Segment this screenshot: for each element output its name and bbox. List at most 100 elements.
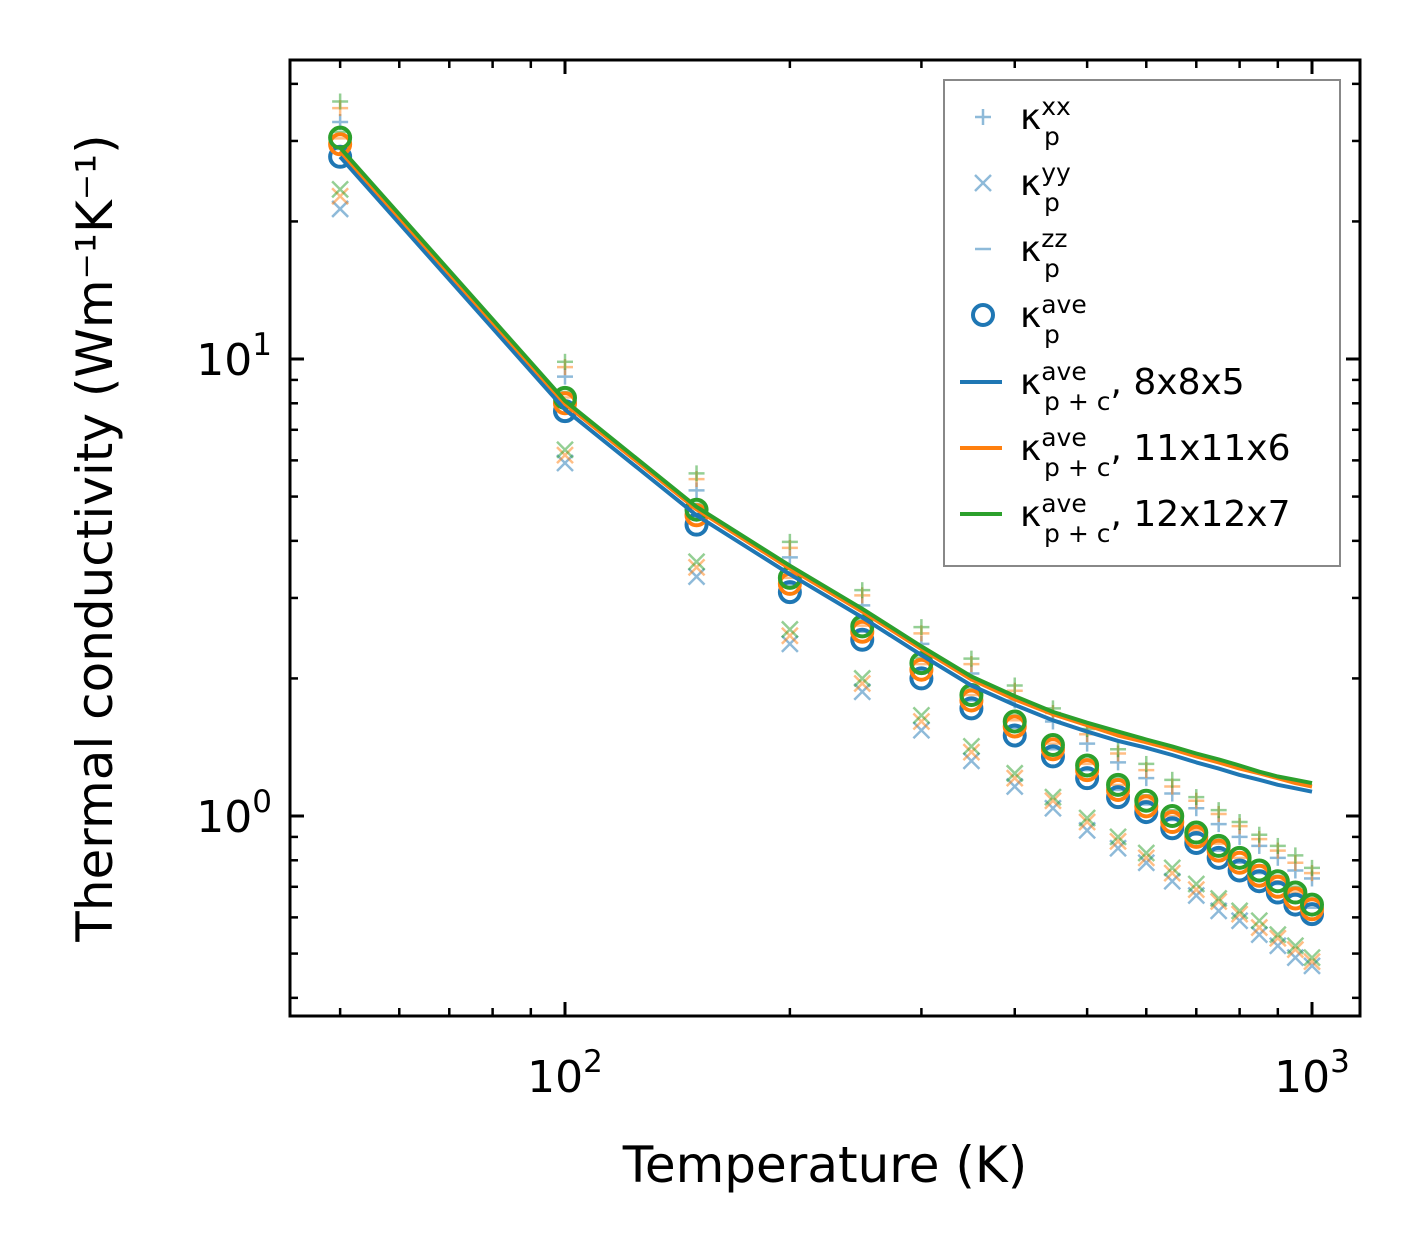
kappa-yy-point-8x8x5-b [853, 682, 872, 701]
kappa-yy-point-12x12x7-b [556, 440, 574, 459]
kappa-yy-point-12x12x7-b [1109, 828, 1127, 846]
kappa-yy-point-11x11x6-b [1163, 864, 1182, 882]
kappa-yy-point-11x11x6-b [1109, 832, 1127, 851]
kappa-yy-point-11x11x6-b [1250, 918, 1269, 937]
kappa-yy-point-11x11x6 [1303, 952, 1321, 971]
kappa-yy-point-11x11x6-b [1230, 905, 1249, 923]
kappa-yy-point-11x11x6-b [1268, 929, 1287, 948]
kappa-ave-point-12x12x7 [1227, 845, 1252, 870]
kappa-xx-point-12x12x7 [557, 353, 573, 370]
kappa-ave-point-12x12x7 [1247, 858, 1272, 883]
kappa-yy-point-11x11x6 [1005, 769, 1024, 788]
kappa-yy-point-12x12x7-b [1209, 889, 1228, 908]
kappa-yy-point-11x11x6 [1044, 791, 1062, 810]
kappa-yy-point-12x12x7-b [1044, 788, 1062, 806]
kappa-yy-point-12x12x7-b [853, 669, 872, 688]
kappa-yy-point-12x12x7-b [1268, 925, 1287, 944]
kappa-yy-point-11x11x6-b [1209, 892, 1228, 911]
kappa-yy-point-11x11x6 [912, 712, 931, 731]
kappa-yy-point-8x8x5 [1303, 956, 1321, 975]
legend-item-5: κave p + c, 11x11x6 [960, 423, 1291, 482]
kappa-xx-point-12x12x7 [1231, 814, 1248, 831]
kappa-pc-line-8x8x5 [338, 155, 1313, 794]
kappa-yy-point-12x12x7 [1230, 901, 1249, 920]
kappa-yy-point-12x12x7 [1209, 889, 1228, 908]
kappa-xx-point-12x12x7 [1164, 771, 1181, 788]
kappa-ave-point-8x8x5 [1106, 785, 1131, 810]
legend-item-4: κave p + c, 8x8x5 [960, 357, 1245, 416]
kappa-ave-point-8x8x5 [959, 696, 984, 721]
series-ave-8x8x5 [328, 144, 1324, 927]
kappa-yy-point-12x12x7 [331, 180, 350, 199]
kappa-yy-point-12x12x7 [1303, 948, 1321, 967]
kappa-ave-point-8x8x5 [1075, 766, 1100, 791]
kappa-xx-point-12x12x7 [781, 533, 798, 550]
kappa-xx-point-12x12x7 [1304, 859, 1320, 876]
kappa-yy-point-8x8x5 [1250, 925, 1269, 944]
kappa-yy-point-12x12x7-b [687, 552, 706, 571]
kappa-yy-point-12x12x7 [556, 440, 574, 459]
kappa-ave-point-12x12x7 [1134, 788, 1159, 813]
legend-label: κave p + c, 8x8x5 [1020, 357, 1245, 416]
kappa-yy-point-8x8x5-b [1163, 872, 1182, 891]
kappa-yy-point-11x11x6 [556, 446, 574, 465]
kappa-ave-point-8x8x5 [909, 666, 934, 691]
kappa-yy-point-8x8x5-b [912, 721, 931, 740]
kappa-yy-point-11x11x6-b [331, 187, 350, 206]
kappa-xx-point-12x12x7 [1269, 837, 1286, 854]
kappa-yy-point-12x12x7 [1163, 858, 1182, 877]
legend-x-icon-b [974, 174, 992, 192]
kappa-yy-point-11x11x6-b [962, 743, 981, 761]
kappa-yy-point-8x8x5 [1163, 872, 1182, 891]
kappa-yy-point-12x12x7-b [331, 180, 350, 199]
kappa-xx-point-12x12x7 [688, 465, 705, 482]
legend-label: κave p [1020, 290, 1087, 349]
kappa-yy-point-12x12x7 [962, 737, 981, 756]
kappa-yy-point-11x11x6 [1250, 918, 1269, 937]
kappa-yy-point-12x12x7-b [912, 706, 931, 725]
kappa-xx-point-12x12x7 [1188, 789, 1205, 806]
kappa-xx-point-12x12x7 [332, 93, 349, 110]
kappa-yy-point-11x11x6 [1078, 813, 1097, 831]
kappa-yy-point-12x12x7 [1109, 828, 1127, 846]
y-axis-label: Thermal conductivity (Wm⁻¹K⁻¹) [66, 134, 124, 942]
kappa-ave-point-12x12x7 [1265, 869, 1290, 894]
kappa-yy-point-11x11x6-b [780, 626, 799, 645]
kappa-yy-point-11x11x6 [1209, 892, 1228, 911]
kappa-ave-point-12x12x7 [1160, 804, 1185, 828]
kappa-yy-point-12x12x7 [912, 706, 931, 725]
kappa-yy-point-8x8x5 [780, 635, 799, 653]
legend-item-2: κzz p [975, 224, 1067, 283]
kappa-ave-point-12x12x7 [1075, 753, 1100, 778]
legend-circle-icon [971, 303, 995, 327]
kappa-xx-point-12x12x7 [1251, 826, 1268, 843]
kappa-yy-point-8x8x5-b [962, 752, 981, 770]
legend-label: κave p + c, 12x12x7 [1020, 489, 1291, 548]
kappa-yy-point-8x8x5-b [780, 635, 799, 653]
kappa-yy-point-11x11x6 [1137, 848, 1156, 867]
kappa-yy-point-11x11x6 [780, 626, 799, 645]
legend-item-1: κyy p [974, 158, 1071, 217]
kappa-yy-point-12x12x7 [853, 669, 872, 688]
kappa-ave-point-8x8x5 [850, 627, 875, 652]
kappa-yy-point-11x11x6-b [556, 446, 574, 465]
kappa-yy-point-11x11x6-b [1303, 952, 1321, 971]
kappa-yy-point-12x12x7 [1005, 764, 1024, 783]
kappa-yy-point-11x11x6 [1109, 832, 1127, 851]
kappa-yy-point-8x8x5-b [556, 454, 574, 472]
kappa-yy-point-11x11x6 [687, 558, 706, 577]
kappa-yy-point-12x12x7 [687, 552, 706, 571]
kappa-xx-point-12x12x7 [854, 582, 871, 599]
kappa-yy-point-11x11x6-b [1005, 769, 1024, 788]
kappa-yy-point-11x11x6-b [1044, 791, 1062, 810]
kappa-yy-point-12x12x7-b [1163, 858, 1182, 877]
kappa-yy-point-8x8x5 [1005, 777, 1024, 796]
kappa-xx-point-12x12x7 [963, 650, 980, 667]
kappa-yy-point-8x8x5 [556, 454, 574, 472]
kappa-yy-point-8x8x5 [853, 682, 872, 701]
kappa-yy-point-12x12x7-b [1286, 936, 1305, 955]
kappa-yy-point-12x12x7-b [780, 620, 799, 639]
series-12x12x7 [331, 93, 1321, 967]
kappa-ave-point-8x8x5 [777, 580, 802, 605]
